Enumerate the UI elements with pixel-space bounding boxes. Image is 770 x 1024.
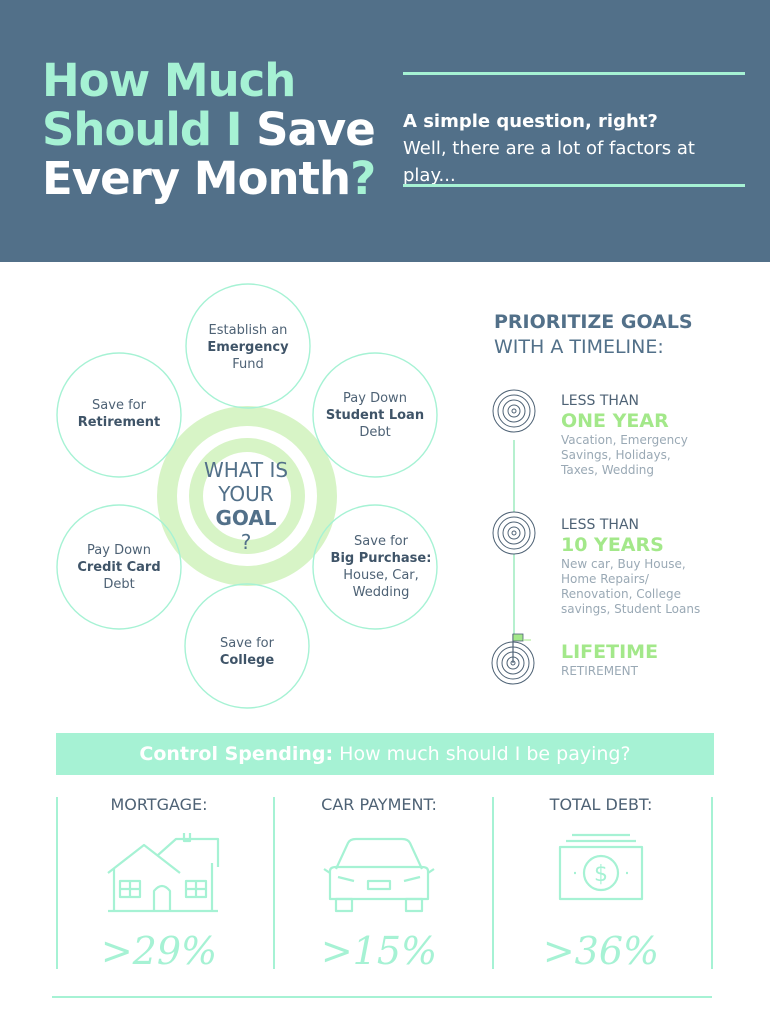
mortgage-value: >29%: [100, 929, 218, 973]
goal-retirement-l2: Retirement: [77, 415, 161, 430]
timeline-period: LIFETIME: [561, 641, 659, 663]
goal-retirement: Save for Retirement: [54, 397, 184, 431]
title-line-3b: ?: [350, 152, 376, 205]
goal-circle-credit-card: [56, 504, 182, 630]
goal-student-loan: Pay Down Student Loan Debt: [310, 390, 440, 441]
timeline-pre: LESS THAN: [561, 393, 639, 409]
timeline-period: ONE YEAR: [561, 410, 669, 432]
goal-big-purchase: Save for Big Purchase: House, Car, Weddi…: [316, 533, 446, 601]
center-question: WHAT IS YOUR GOAL?: [176, 458, 316, 554]
timeline-desc-line: New car, Buy House,: [561, 557, 686, 571]
timeline-desc-line: savings, Student Loans: [561, 602, 701, 616]
total-debt-column: TOTAL DEBT: $ >36%: [492, 795, 710, 973]
total-debt-value: >36%: [542, 929, 660, 973]
timeline-item-ten-years: LESS THAN 10 YEARS New car, Buy House, H…: [561, 517, 761, 617]
timeline-heading-normal: WITH A TIMELINE:: [494, 336, 664, 358]
page-title: How Much Should I Save Every Month?: [42, 56, 402, 203]
center-line-3-rest: ?: [240, 530, 252, 554]
goal-student-loan-l3: Debt: [359, 425, 391, 440]
car-payment-column: CAR PAYMENT: >15%: [270, 795, 488, 973]
timeline-heading-bold: PRIORITIZE GOALS: [494, 311, 693, 333]
goal-emergency-l3: Fund: [232, 357, 264, 372]
center-disc: [203, 452, 291, 540]
mortgage-column: MORTGAGE: >29%: [50, 795, 268, 973]
goal-circle-college: [184, 583, 310, 709]
target-icon: [492, 511, 536, 555]
goal-circle-emergency: [185, 283, 311, 409]
goals-diagram: WHAT IS YOUR GOAL? Establish an Emergenc…: [0, 262, 470, 722]
timeline-item-lifetime: LIFETIME RETIREMENT: [561, 641, 761, 678]
svg-text:$: $: [594, 862, 608, 887]
header-subtitle: A simple question, right? Well, there ar…: [403, 108, 748, 189]
car-payment-label: CAR PAYMENT:: [321, 795, 437, 814]
center-line-1: WHAT IS: [203, 458, 289, 482]
control-spending-rest: How much should I be paying?: [333, 743, 631, 765]
title-line-1: How Much: [42, 54, 296, 107]
goal-big-purchase-l1: Save for: [354, 534, 408, 549]
car-payment-value: >15%: [320, 929, 438, 973]
title-line-2b: Save: [256, 103, 376, 156]
goal-circle-big-purchase: [312, 504, 438, 630]
timeline-desc-line: Vacation, Emergency: [561, 433, 688, 447]
goal-retirement-l1: Save for: [92, 398, 146, 413]
header-banner: How Much Should I Save Every Month? A si…: [0, 0, 770, 262]
goal-student-loan-l2: Student Loan: [325, 408, 425, 423]
title-line-2a: Should I: [42, 103, 257, 156]
car-icon: [323, 837, 435, 913]
goal-big-purchase-l3: House, Car,: [343, 568, 419, 583]
timeline-heading: PRIORITIZE GOALS WITH A TIMELINE:: [494, 310, 693, 360]
mortgage-label: MORTGAGE:: [110, 795, 208, 814]
goal-emergency-l1: Establish an: [208, 323, 288, 338]
header-divider-top: [403, 72, 745, 75]
goal-circle-student-loan: [312, 352, 438, 478]
timeline-desc-line: Savings, Holidays,: [561, 448, 671, 462]
subtitle-bold: A simple question, right?: [403, 111, 658, 132]
goal-credit-card-l3: Debt: [103, 577, 135, 592]
goals-diagram-graphic: [56, 283, 438, 709]
timeline-desc-line: Taxes, Wedding: [561, 463, 655, 477]
timeline-desc-line: Home Repairs/: [561, 572, 649, 586]
goal-big-purchase-l4: Wedding: [352, 585, 410, 600]
center-line-2: YOUR: [218, 482, 274, 506]
goal-credit-card-l2: Credit Card: [77, 560, 161, 575]
house-icon: [107, 833, 220, 913]
goal-circle-retirement: [56, 352, 182, 478]
column-divider: [492, 797, 494, 969]
goal-college-l2: College: [219, 653, 275, 668]
bottom-divider: [52, 996, 712, 998]
goal-college-l1: Save for: [220, 636, 274, 651]
goal-credit-card-l1: Pay Down: [87, 543, 151, 558]
timeline-period: 10 YEARS: [561, 534, 664, 556]
title-line-3a: Every Month: [42, 152, 351, 205]
subtitle-normal: Well, there are a lot of factors at play…: [403, 138, 695, 186]
target-flag-icon: [491, 633, 535, 685]
center-line-3-bold: GOAL: [215, 506, 277, 530]
control-spending-banner: Control Spending: How much should I be p…: [56, 733, 714, 775]
column-divider: [711, 797, 713, 969]
timeline-sub: RETIREMENT: [561, 664, 638, 678]
timeline-desc-line: Renovation, College: [561, 587, 681, 601]
control-spending-bold: Control Spending:: [139, 743, 334, 765]
header-divider-bottom: [403, 184, 745, 187]
goal-emergency-l2: Emergency: [207, 340, 289, 355]
goal-emergency-fund: Establish an Emergency Fund: [183, 322, 313, 373]
goal-college: Save for College: [182, 635, 312, 669]
total-debt-label: TOTAL DEBT:: [549, 795, 653, 814]
timeline-pre: LESS THAN: [561, 517, 639, 533]
column-divider: [56, 797, 58, 969]
goal-student-loan-l1: Pay Down: [343, 391, 407, 406]
timeline-item-one-year: LESS THAN ONE YEAR Vacation, Emergency S…: [561, 393, 761, 478]
column-divider: [273, 797, 275, 969]
money-icon: $: [558, 833, 644, 901]
target-icon: [492, 389, 536, 433]
goal-big-purchase-l2: Big Purchase:: [330, 551, 432, 566]
goal-credit-card: Pay Down Credit Card Debt: [54, 542, 184, 593]
